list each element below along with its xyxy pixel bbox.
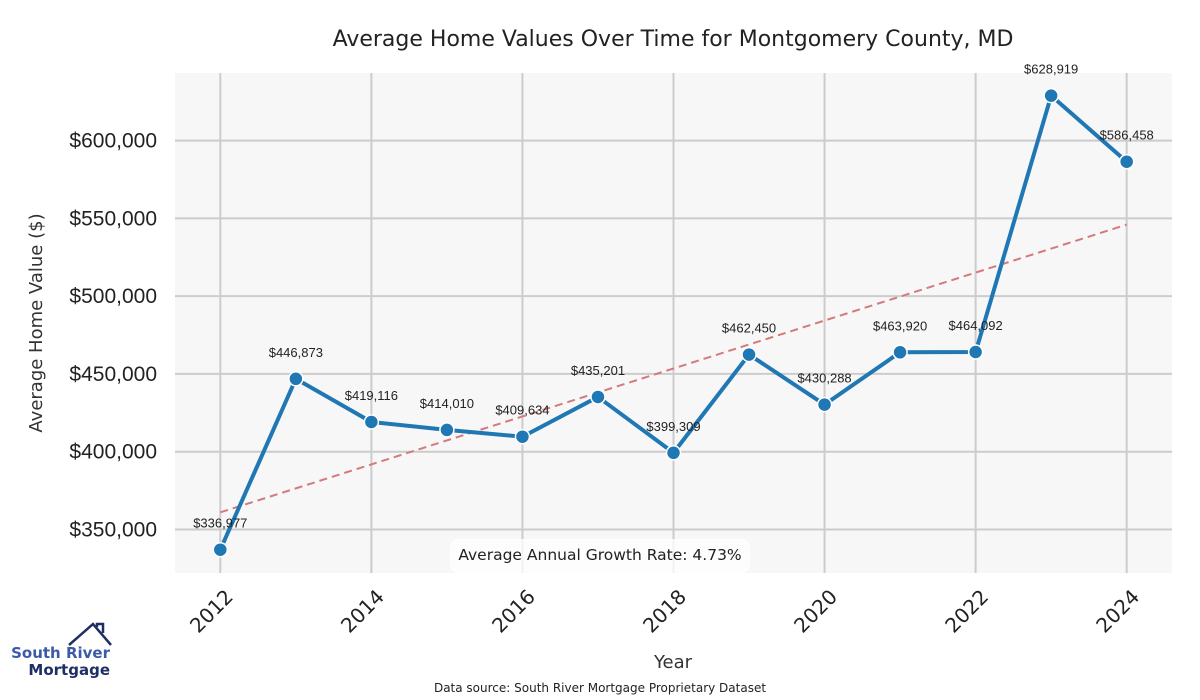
chart-title: Average Home Values Over Time for Montgo… <box>333 27 1014 52</box>
y-tick-label: $600,000 <box>69 130 157 153</box>
data-points <box>212 87 1135 558</box>
data-label: $409,634 <box>495 403 549 418</box>
y-tick-label: $400,000 <box>69 441 157 464</box>
data-label: $586,458 <box>1100 128 1154 143</box>
data-point <box>590 389 606 405</box>
y-tick-label: $500,000 <box>69 285 157 308</box>
x-axis-label: Year <box>653 652 693 673</box>
trend-line <box>220 223 1127 514</box>
data-label: $419,116 <box>345 388 398 403</box>
chimney-icon <box>95 622 105 633</box>
data-label: $628,919 <box>1024 62 1078 77</box>
growth-rate-annotation: Average Annual Growth Rate: 4.73% <box>450 539 750 573</box>
data-point <box>439 422 455 438</box>
x-tick-label: 2024 <box>1091 585 1144 638</box>
data-point <box>892 344 908 361</box>
logo-line1: South River <box>11 644 111 662</box>
data-label: $336,977 <box>193 516 247 531</box>
data-label: $399,309 <box>646 419 700 434</box>
data-point <box>741 346 757 363</box>
data-point <box>967 344 984 360</box>
data-label: $463,920 <box>873 318 927 333</box>
data-source-note: Data source: South River Mortgage Propri… <box>434 681 766 695</box>
data-label: $462,450 <box>722 321 776 336</box>
data-label: $435,201 <box>571 363 625 378</box>
data-point <box>288 371 304 387</box>
house-roof-icon <box>68 622 112 646</box>
x-tick-label: 2012 <box>185 585 238 638</box>
y-tick-label: $450,000 <box>69 363 157 386</box>
x-tick-label: 2020 <box>789 585 842 638</box>
x-tick-labels: 2012 2014 2016 2018 2020 2022 2024 <box>185 585 1144 638</box>
x-tick-label: 2014 <box>336 585 389 638</box>
x-tick-label: 2022 <box>940 585 993 638</box>
data-point <box>1118 153 1135 170</box>
y-tick-label: $550,000 <box>69 207 157 230</box>
data-point <box>665 445 682 461</box>
data-point <box>816 396 833 413</box>
data-label: $464,092 <box>949 318 1003 333</box>
y-tick-labels: $350,000 $400,000 $450,000 $500,000 $550,000… <box>69 130 157 542</box>
data-point <box>1043 87 1059 104</box>
x-tick-label: 2016 <box>487 585 540 638</box>
x-gridlines <box>219 73 1128 573</box>
logo-line2: Mortgage <box>28 661 110 679</box>
data-label: $446,873 <box>269 345 323 360</box>
data-labels: $336,977 $446,873 $419,116 $414,010 $409,634… <box>193 62 1154 531</box>
x-tick-label: 2018 <box>638 585 691 638</box>
company-logo: South River Mortgage <box>11 622 112 679</box>
y-axis-label: Average Home Value ($) <box>26 213 47 432</box>
data-label: $430,288 <box>797 371 851 386</box>
annotation-text: Average Annual Growth Rate: 4.73% <box>458 546 741 564</box>
y-tick-label: $350,000 <box>69 518 157 541</box>
data-label: $414,010 <box>420 396 474 411</box>
annotation-box <box>450 539 750 573</box>
data-point <box>212 541 229 558</box>
data-point <box>514 428 531 445</box>
data-point <box>363 414 380 430</box>
